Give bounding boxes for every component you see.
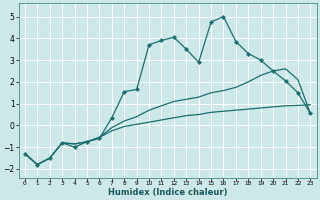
X-axis label: Humidex (Indice chaleur): Humidex (Indice chaleur) xyxy=(108,188,228,197)
